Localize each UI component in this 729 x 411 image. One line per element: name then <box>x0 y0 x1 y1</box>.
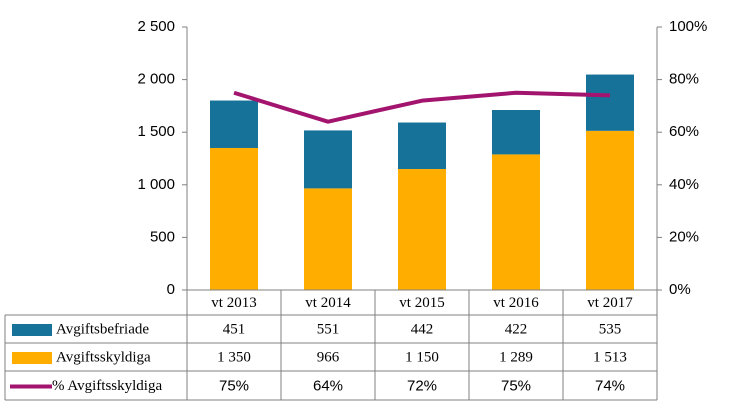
y2-tick-label: 0% <box>669 281 691 298</box>
bar <box>398 169 446 290</box>
table-value: 75% <box>219 377 249 394</box>
table-value: 1 513 <box>593 349 627 365</box>
x-tick-label: vt 2017 <box>587 295 633 311</box>
bar <box>586 130 634 290</box>
legend-key <box>12 352 52 364</box>
bar <box>586 74 634 131</box>
bar <box>304 188 352 290</box>
y2-tick-label: 80% <box>669 71 699 88</box>
table-value: 451 <box>223 321 246 337</box>
table-value: 1 289 <box>499 349 533 365</box>
table-value: 535 <box>599 321 622 337</box>
y-tick-label: 1 000 <box>137 176 175 193</box>
bar <box>304 130 352 189</box>
line <box>233 90 611 124</box>
x-tick-label: vt 2016 <box>493 295 539 311</box>
table-value: 72% <box>407 377 437 394</box>
table-value: 74% <box>595 377 625 394</box>
legend-key <box>12 324 52 336</box>
table-value: 551 <box>317 321 340 337</box>
y-tick-label: 1 500 <box>137 123 175 140</box>
y2-tick-label: 40% <box>669 176 699 193</box>
table-value: 75% <box>501 377 531 394</box>
table-value: 64% <box>313 377 343 394</box>
y-tick-label: 500 <box>150 228 175 245</box>
table-value: 422 <box>505 321 528 337</box>
table-value: 966 <box>317 349 340 365</box>
bar <box>398 122 446 170</box>
x-tick-label: vt 2014 <box>305 295 351 311</box>
y2-tick-label: 100% <box>669 18 707 35</box>
x-tick-label: vt 2013 <box>211 295 256 311</box>
bar <box>210 147 258 290</box>
table-value: 442 <box>411 321 434 337</box>
y-tick-label: 2 500 <box>137 18 175 35</box>
table-value: 1 150 <box>405 349 439 365</box>
bar <box>492 110 540 155</box>
table-value: 1 350 <box>217 349 251 365</box>
bar <box>210 100 258 148</box>
y2-tick-label: 20% <box>669 228 699 245</box>
y-tick-label: 2 000 <box>137 71 175 88</box>
y-tick-label: 0 <box>167 281 175 298</box>
legend-label: % Avgiftsskyldiga <box>52 378 162 394</box>
x-tick-label: vt 2015 <box>399 295 444 311</box>
y2-tick-label: 60% <box>669 123 699 140</box>
legend-label: Avgiftsbefriade <box>56 321 149 337</box>
legend-label: Avgiftsskyldiga <box>56 349 151 365</box>
bar <box>492 154 540 290</box>
